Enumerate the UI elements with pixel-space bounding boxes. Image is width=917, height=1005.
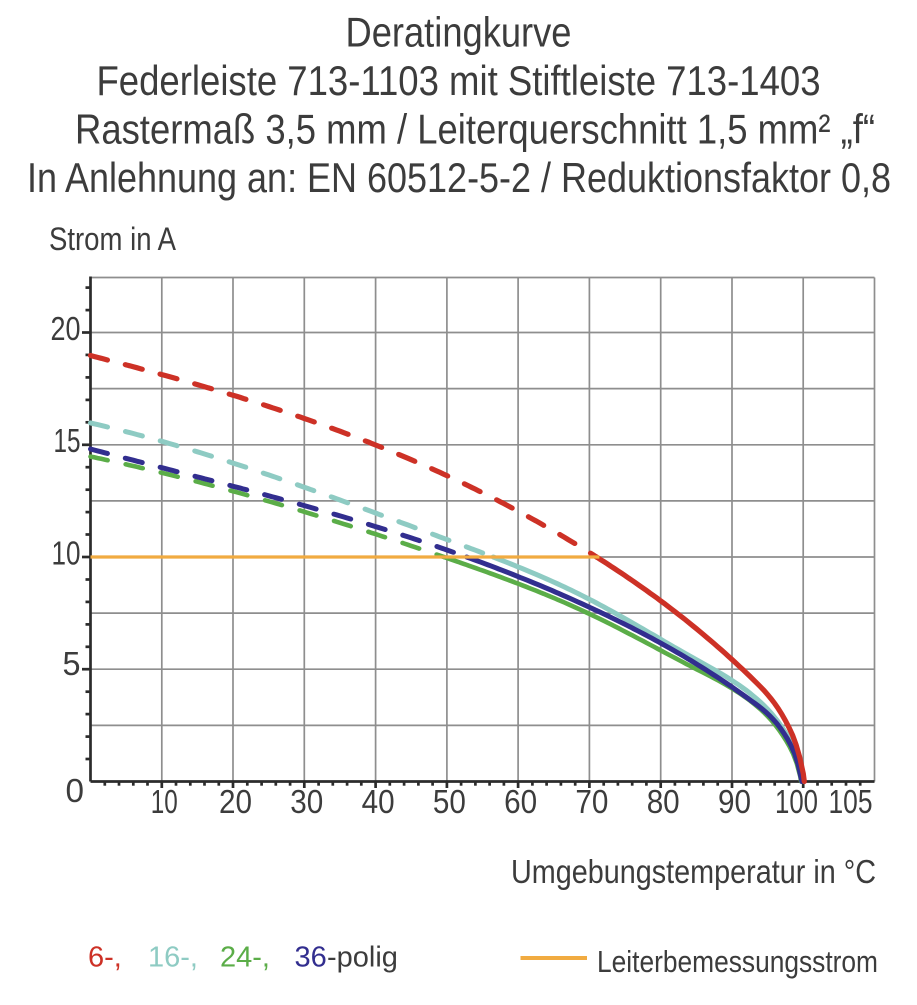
svg-text:30: 30 [290,783,323,820]
svg-text:15: 15 [54,422,81,459]
svg-text:In Anlehnung an: EN 60512-5-2: In Anlehnung an: EN 60512-5-2 / Reduktio… [27,154,891,201]
svg-text:24-,: 24-, [220,942,270,974]
svg-text:-polig: -polig [327,942,398,974]
svg-text:36: 36 [295,942,327,974]
svg-text:16-,: 16-, [148,942,198,974]
svg-text:90: 90 [718,783,751,820]
svg-text:100: 100 [775,783,818,820]
svg-text:10: 10 [52,535,81,572]
svg-text:0: 0 [66,772,85,809]
svg-text:Strom in A: Strom in A [49,221,177,257]
svg-text:105: 105 [829,783,873,820]
svg-text:40: 40 [362,783,395,820]
svg-text:Federleiste 713-1103 mit Stift: Federleiste 713-1103 mit Stiftleiste 713… [97,57,821,104]
svg-text:20: 20 [219,783,252,820]
svg-text:20: 20 [51,310,81,347]
svg-text:Leiterbemessungsstrom: Leiterbemessungsstrom [597,944,878,979]
svg-text:10: 10 [151,783,178,820]
svg-text:5: 5 [63,645,81,682]
svg-text:Umgebungstemperatur in °C: Umgebungstemperatur in °C [511,853,876,890]
svg-text:6-,: 6-, [88,942,122,974]
svg-text:Deratingkurve: Deratingkurve [346,9,572,56]
svg-text:Rastermaß 3,5 mm / Leiterquers: Rastermaß 3,5 mm / Leiterquerschnitt 1,5… [75,106,875,153]
svg-text:60: 60 [504,783,537,820]
svg-text:70: 70 [575,783,608,820]
svg-text:80: 80 [647,783,680,820]
svg-text:50: 50 [433,783,466,820]
